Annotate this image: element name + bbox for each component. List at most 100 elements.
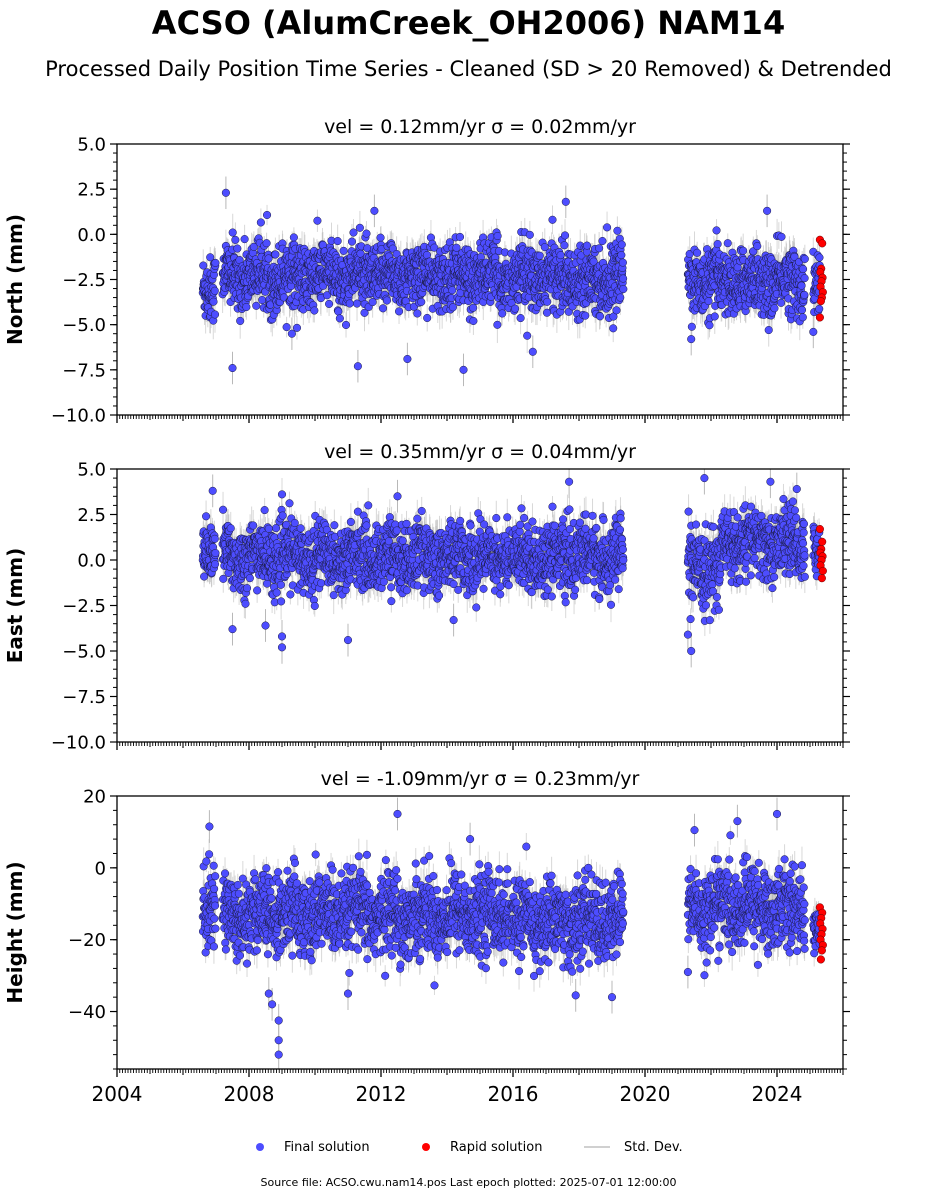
final-point (790, 252, 799, 261)
final-point (498, 309, 507, 318)
final-point (459, 365, 468, 374)
final-point (211, 258, 220, 267)
final-points-north (198, 188, 824, 374)
final-point (258, 295, 267, 305)
final-point (613, 226, 622, 235)
final-point (616, 293, 625, 302)
final-point (353, 362, 362, 371)
final-point (448, 303, 457, 312)
final-point (800, 274, 809, 283)
rapid-point (818, 239, 827, 248)
final-point (271, 250, 280, 259)
final-point (581, 311, 590, 320)
final-point (687, 322, 696, 331)
final-point (394, 307, 404, 316)
final-point (455, 232, 465, 242)
final-point (335, 314, 344, 323)
final-point (693, 248, 702, 257)
final-point (770, 304, 779, 313)
final-point (469, 303, 478, 312)
final-point (256, 218, 265, 227)
final-point (334, 307, 343, 316)
final-point (403, 354, 412, 364)
final-point (242, 302, 251, 312)
final-point (376, 233, 385, 242)
final-point (313, 216, 322, 225)
final-point (231, 235, 240, 244)
final-point (362, 229, 371, 238)
final-point (349, 228, 358, 237)
final-point (609, 324, 618, 333)
final-point (493, 320, 502, 329)
final-point (798, 313, 807, 322)
final-point (233, 244, 242, 253)
final-point (262, 210, 272, 220)
final-point (452, 243, 461, 252)
final-point (206, 253, 215, 262)
final-point (339, 246, 348, 255)
final-point (287, 329, 296, 338)
final-point (210, 286, 219, 295)
final-point (199, 261, 208, 270)
final-point (516, 314, 525, 323)
final-point (209, 297, 218, 306)
final-point (543, 297, 552, 306)
final-point (333, 236, 342, 246)
final-point (493, 231, 502, 241)
final-point (325, 299, 334, 308)
final-point (249, 242, 258, 251)
final-point (236, 316, 245, 325)
final-point (710, 312, 719, 321)
final-point (210, 310, 220, 319)
final-point (378, 304, 388, 313)
final-point (355, 223, 364, 232)
final-point (523, 331, 532, 340)
rapid-point (816, 297, 825, 306)
final-point (370, 206, 379, 215)
final-point (252, 301, 261, 310)
ytick-label: 0.0 (77, 225, 106, 246)
final-point (800, 290, 809, 299)
final-point (417, 297, 426, 306)
final-point (598, 236, 607, 246)
final-point (323, 291, 332, 300)
final-point (556, 251, 565, 260)
final-point (423, 313, 432, 323)
ytick-label: −2.5 (62, 270, 106, 291)
final-point (228, 363, 237, 373)
final-point (799, 265, 808, 274)
final-point (617, 240, 626, 249)
final-point (619, 274, 628, 283)
final-point (221, 188, 230, 197)
final-point (595, 244, 604, 253)
ytick-label: −10.0 (51, 406, 106, 427)
final-point (800, 254, 809, 263)
rapid-point (815, 313, 824, 322)
final-point (392, 250, 401, 259)
final-point (713, 240, 722, 249)
final-point (589, 257, 598, 266)
final-point (262, 239, 271, 248)
ytick-label: 2.5 (77, 180, 106, 201)
final-point (368, 298, 377, 307)
final-point (797, 281, 806, 290)
ytick-label: 5.0 (77, 135, 106, 156)
ytick-label: −7.5 (62, 360, 106, 381)
rapid-points-north (815, 235, 827, 322)
final-point (561, 197, 570, 206)
final-point (264, 254, 273, 263)
final-point (310, 306, 319, 315)
final-point (603, 223, 612, 232)
final-point (777, 232, 786, 241)
final-point (511, 304, 520, 313)
final-point (413, 309, 422, 318)
final-point (612, 306, 621, 315)
final-point (815, 304, 824, 313)
final-point (292, 323, 302, 332)
final-point (763, 206, 772, 215)
final-point (723, 239, 732, 248)
final-point (448, 286, 457, 295)
final-point (687, 335, 696, 344)
